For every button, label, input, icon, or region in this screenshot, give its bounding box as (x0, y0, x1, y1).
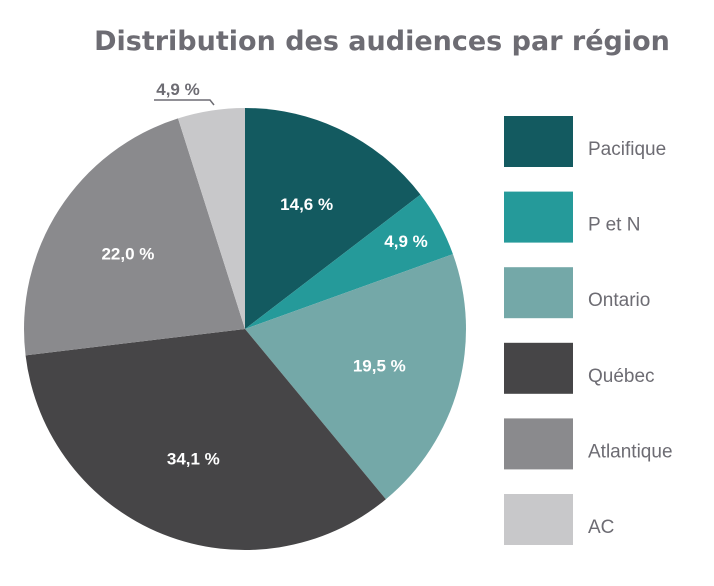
callout-line (154, 99, 215, 106)
legend-label: P et N (588, 215, 640, 236)
legend-label: AC (588, 517, 614, 538)
legend-label: Ontario (588, 290, 650, 311)
pie-slice-québec (25, 329, 386, 550)
legend-label: Pacifique (588, 139, 666, 160)
legend-swatch (504, 191, 573, 243)
pie-slice-ontario (245, 254, 467, 500)
legend-swatch (504, 267, 573, 319)
slice-label: 34,1 % (167, 449, 220, 468)
slice-label: 22,0 % (101, 245, 154, 264)
legend-swatch (504, 418, 573, 470)
slice-label: 19,5 % (353, 357, 406, 376)
legend-label: Québec (588, 366, 655, 387)
legend-swatch (504, 494, 573, 545)
chart-title: Distribution des audiences par région (94, 26, 670, 57)
slice-label: 14,6 % (280, 195, 333, 214)
legend-swatch (504, 342, 573, 394)
pie-slice-p-et-n (245, 194, 453, 329)
pie-slice-pacifique (245, 108, 421, 329)
slice-label: 4,9 % (156, 80, 199, 99)
slice-label: 4,9 % (384, 232, 427, 251)
legend-swatch (504, 116, 573, 167)
pie-slice-atlantique (23, 118, 245, 356)
legend-label: Atlantique (588, 441, 673, 462)
pie-slice-ac (178, 108, 245, 329)
